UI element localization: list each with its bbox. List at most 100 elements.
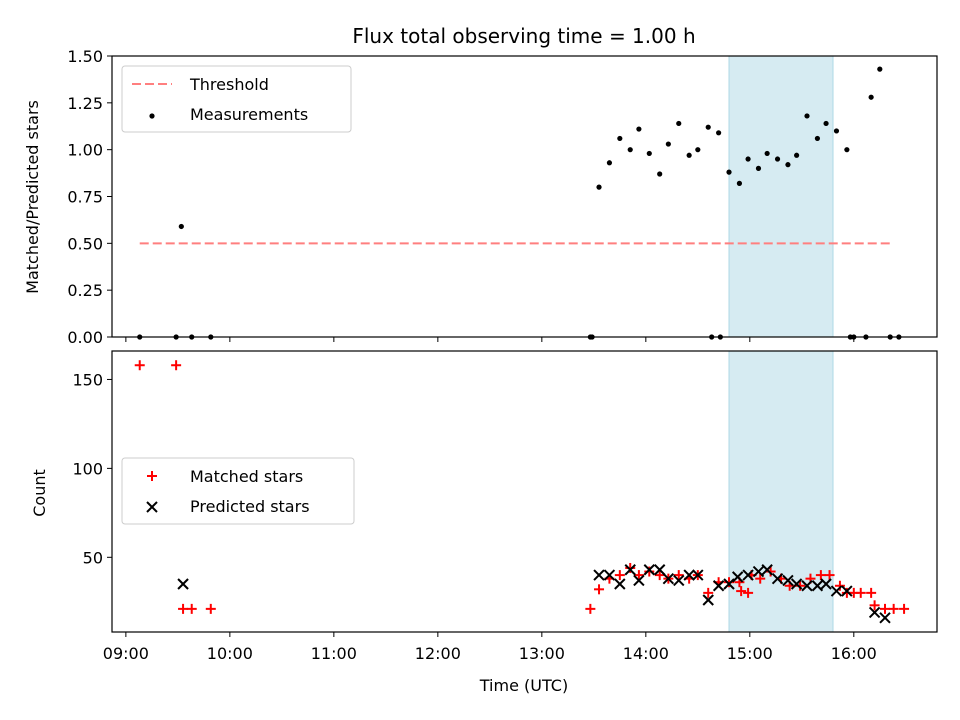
predicted-star-point <box>614 578 626 590</box>
matched-star-point <box>888 603 899 614</box>
cross-b <box>593 569 605 581</box>
predicted-star-point <box>702 594 714 606</box>
predicted-star-point <box>603 569 616 581</box>
bottom-y-tick-label: 50 <box>83 548 103 567</box>
measurement-point <box>636 126 642 132</box>
measurement-point <box>774 156 781 162</box>
legend-matched-label: Matched stars <box>190 467 303 486</box>
measurement-point <box>785 162 791 168</box>
bottom-y-tick-label: 100 <box>72 459 103 478</box>
cross-b <box>614 578 626 590</box>
measurement-point <box>726 169 732 175</box>
predicted-star-point <box>662 572 675 585</box>
matched-star-point <box>869 600 880 611</box>
top-y-tick-label: 0.00 <box>67 328 103 347</box>
chart-title: Flux total observing time = 1.00 h <box>352 24 695 48</box>
predicted-star-point <box>790 578 803 590</box>
top-y-tick-label: 0.75 <box>67 188 103 207</box>
predicted-star-point <box>673 574 685 587</box>
bottom-axes: 50 100 150 09:00 10:00 11:00 12:00 13:00 14:00 1… <box>30 350 938 695</box>
x-axis-label: Time (UTC) <box>479 676 568 695</box>
predicted-star-point <box>653 564 666 576</box>
measurement-point <box>705 124 711 130</box>
matched-star-point <box>178 603 189 614</box>
legend-measurements-swatch <box>149 113 155 119</box>
matched-star-point <box>205 603 216 614</box>
measurement-point <box>695 147 701 153</box>
cross-b <box>879 612 891 624</box>
measurement-point <box>627 147 633 153</box>
legend-cross-marker <box>146 501 158 513</box>
predicted-star-point <box>830 585 843 597</box>
measurement-point <box>877 66 883 72</box>
cross-b <box>603 569 616 581</box>
cross-b <box>624 564 636 576</box>
cross-b <box>643 564 655 576</box>
predicted-star-point <box>841 585 853 597</box>
matched-star-point <box>795 580 806 591</box>
predicted-star-point <box>801 580 813 592</box>
bottom-y-axis-label: Count <box>30 469 49 517</box>
cross-b <box>830 585 843 597</box>
cross-b <box>811 580 824 592</box>
measurement-point <box>764 150 770 157</box>
top-highlight-span <box>728 55 834 338</box>
matched-star-point <box>880 603 891 614</box>
predicted-star-point <box>624 564 636 576</box>
cross-b <box>782 574 794 587</box>
matched-star-point <box>644 566 655 577</box>
top-y-axis-label: Matched/Predicted stars <box>23 100 42 294</box>
measurement-point <box>676 120 682 127</box>
matched-stars-points <box>134 360 910 614</box>
cross-b <box>868 606 881 619</box>
legend-predicted-swatch <box>146 501 158 513</box>
measurement-point <box>794 152 800 158</box>
measurement-point <box>814 135 821 142</box>
predicted-star-point <box>820 578 832 590</box>
measurement-point <box>716 130 722 136</box>
legend-plus-marker <box>147 471 157 481</box>
cross-b <box>692 569 704 581</box>
predicted-star-point <box>811 580 824 592</box>
cross-b <box>653 564 666 576</box>
measurement-point <box>686 152 692 158</box>
cross-b <box>801 580 813 592</box>
measurement-point <box>596 184 602 190</box>
cross-b <box>633 574 645 587</box>
measurement-point <box>606 160 613 166</box>
x-tick-label: 09:00 <box>103 644 149 663</box>
predicted-star-point <box>879 612 891 624</box>
cross-b <box>771 572 784 585</box>
predicted-star-point <box>731 571 744 583</box>
bottom-legend-box <box>121 457 355 525</box>
predicted-star-point <box>742 569 754 581</box>
predicted-star-point <box>771 572 784 585</box>
matched-star-point <box>673 570 684 581</box>
cross-b <box>673 574 685 587</box>
matched-star-point <box>625 562 636 573</box>
matched-star-point <box>585 603 596 614</box>
matched-star-point <box>614 570 625 581</box>
matched-star-point <box>755 573 766 584</box>
top-y-tick-label: 0.50 <box>67 234 103 253</box>
top-axes: 0.00 0.25 0.50 0.75 1.00 1.25 1.50 Matched/Pre… <box>23 47 938 347</box>
cross-b <box>177 578 189 590</box>
measurement-point <box>617 135 623 142</box>
cross-b <box>752 565 765 578</box>
predicted-star-point <box>633 574 645 587</box>
matched-star-point <box>724 577 735 588</box>
measurement-point <box>804 113 810 119</box>
matched-star-point <box>824 570 835 581</box>
bottom-plot-frame <box>111 350 938 633</box>
measurement-point <box>868 94 874 100</box>
x-tick-label: 13:00 <box>519 644 565 663</box>
cross-b <box>761 564 773 576</box>
bottom-x-ticks: 09:00 10:00 11:00 12:00 13:00 14:00 15:00 16:00 <box>103 632 877 663</box>
matched-star-point <box>834 580 845 591</box>
predicted-star-point <box>761 564 773 576</box>
x-tick-label: 10:00 <box>207 644 253 663</box>
matched-star-point <box>866 587 877 598</box>
measurement-point <box>823 120 829 127</box>
matched-star-point <box>743 587 754 598</box>
